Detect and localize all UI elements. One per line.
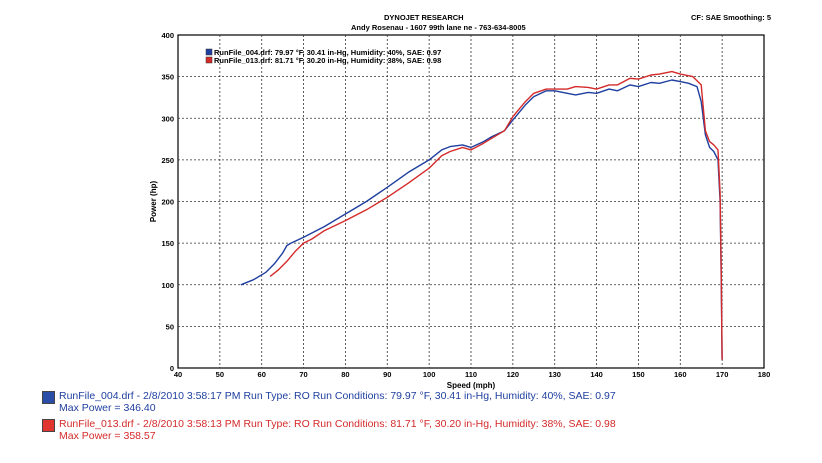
run2-swatch <box>42 419 55 432</box>
y-tick-label: 250 <box>161 156 174 165</box>
y-tick-label: 300 <box>161 114 174 123</box>
bottom-legend-run1: RunFile_004.drf - 2/8/2010 3:58:17 PM Ru… <box>42 390 616 414</box>
x-tick-label: 40 <box>174 370 182 379</box>
chart-subtitle: Andy Rosenau - 1607 99th lane ne - 763-6… <box>351 23 526 32</box>
x-axis-label: Speed (mph) <box>447 381 496 390</box>
x-tick-label: 170 <box>716 370 729 379</box>
run1-swatch <box>42 391 55 404</box>
x-tick-label: 180 <box>758 370 771 379</box>
y-axis-label: Power (hp) <box>149 181 158 223</box>
legend-swatch-run1 <box>205 48 213 56</box>
bottom-legend-run2: RunFile_013.drf - 2/8/2010 3:58:13 PM Ru… <box>42 418 616 442</box>
x-tick-label: 80 <box>341 370 349 379</box>
x-tick-label: 120 <box>507 370 520 379</box>
run2-max-power: Max Power = 358.57 <box>59 430 156 442</box>
chart-title: DYNOJET RESEARCH <box>384 13 464 22</box>
series-line-run2 <box>269 70 723 360</box>
run1-conditions: RunFile_004.drf - 2/8/2010 3:58:17 PM Ru… <box>59 390 616 402</box>
x-tick-label: 60 <box>258 370 266 379</box>
y-tick-label: 150 <box>161 239 174 248</box>
y-tick-label: 50 <box>166 322 174 331</box>
y-tick-label: 0 <box>170 364 174 373</box>
y-tick-label: 100 <box>161 281 174 290</box>
legend-label-run2: RunFile_013.drf: 81.71 °F, 30.20 in-Hg, … <box>214 56 441 65</box>
x-tick-label: 90 <box>383 370 391 379</box>
y-tick-label: 350 <box>161 73 174 82</box>
legend-label-run1: RunFile_004.drf: 79.97 °F, 30.41 in-Hg, … <box>214 48 441 57</box>
x-tick-label: 70 <box>299 370 307 379</box>
run2-conditions: RunFile_013.drf - 2/8/2010 3:58:13 PM Ru… <box>59 418 616 430</box>
legend-swatch-run2 <box>205 56 213 64</box>
y-tick-label: 400 <box>161 31 174 40</box>
x-tick-label: 140 <box>590 370 603 379</box>
x-tick-label: 130 <box>548 370 561 379</box>
x-tick-label: 50 <box>216 370 224 379</box>
x-tick-label: 100 <box>423 370 436 379</box>
correction-factor-label: CF: SAE Smoothing: 5 <box>691 13 771 22</box>
x-tick-label: 160 <box>674 370 687 379</box>
series-line-run1 <box>240 79 723 360</box>
x-tick-label: 110 <box>465 370 477 379</box>
run1-max-power: Max Power = 346.40 <box>59 402 156 414</box>
x-tick-label: 150 <box>632 370 645 379</box>
y-tick-label: 200 <box>161 198 174 207</box>
